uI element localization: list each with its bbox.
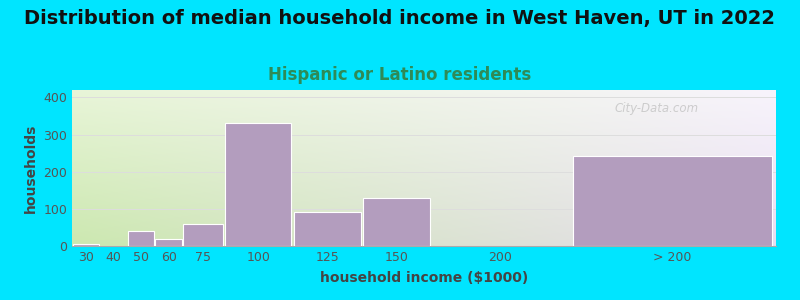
X-axis label: household income ($1000): household income ($1000) xyxy=(320,271,528,285)
Text: City-Data.com: City-Data.com xyxy=(614,102,698,115)
Bar xyxy=(128,231,154,246)
Bar xyxy=(363,198,430,246)
Y-axis label: households: households xyxy=(24,123,38,213)
Bar xyxy=(226,123,291,246)
Bar xyxy=(573,156,772,246)
Bar xyxy=(183,224,223,246)
Bar xyxy=(155,239,182,246)
Bar xyxy=(73,244,99,246)
Bar xyxy=(294,212,361,246)
Text: Distribution of median household income in West Haven, UT in 2022: Distribution of median household income … xyxy=(25,9,775,28)
Text: Hispanic or Latino residents: Hispanic or Latino residents xyxy=(268,66,532,84)
